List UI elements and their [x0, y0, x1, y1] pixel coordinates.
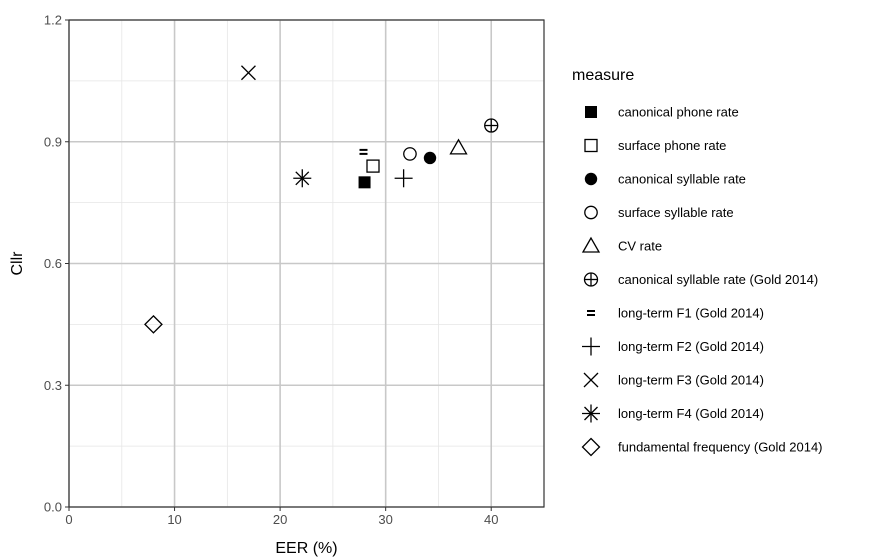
legend-item: canonical syllable rate (Gold 2014): [583, 272, 818, 287]
legend-item: long-term F1 (Gold 2014): [587, 306, 764, 321]
x-tick-label: 10: [167, 512, 181, 527]
legend-item: long-term F2 (Gold 2014): [582, 337, 764, 356]
legend-key-cross: [583, 372, 599, 388]
legend-item: CV rate: [581, 236, 662, 254]
data-point-equals: [359, 148, 368, 155]
data-point-open-circle: [403, 147, 417, 161]
legend-label: canonical syllable rate: [618, 172, 746, 187]
legend-item: surface phone rate: [584, 138, 726, 153]
legend-key-open-square: [584, 138, 598, 153]
legend-key-open-triangle: [581, 236, 601, 253]
data-point-filled-circle: [423, 151, 437, 165]
x-tick-label: 30: [378, 512, 392, 527]
legend-label: surface syllable rate: [618, 205, 734, 220]
data-point-open-square: [366, 159, 380, 173]
legend-label: long-term F4 (Gold 2014): [618, 406, 764, 421]
axis-ticks: 0 10 20 30 40 0.0 0.3 0.6 0.9 1.2: [44, 13, 499, 528]
legend-title: measure: [572, 67, 634, 84]
x-axis-title: EER (%): [275, 540, 337, 557]
legend: measure canonical phone rate surface phon…: [572, 67, 823, 457]
legend-label: long-term F1 (Gold 2014): [618, 306, 764, 321]
data-point-open-diamond: [144, 314, 163, 334]
legend-item: canonical syllable rate: [584, 172, 746, 187]
legend-label: long-term F3 (Gold 2014): [618, 373, 764, 388]
data-point-filled-square: [358, 176, 371, 189]
legend-item: canonical phone rate: [585, 105, 739, 120]
legend-key-circle-plus: [583, 272, 599, 287]
data-point-asterisk: [293, 169, 312, 188]
legend-key-open-circle: [584, 205, 598, 220]
legend-key-plus: [582, 337, 600, 356]
legend-item: long-term F3 (Gold 2014): [583, 372, 764, 388]
data-point-plus: [394, 169, 413, 188]
x-tick-label: 0: [65, 512, 72, 527]
y-tick-label: 0.0: [44, 500, 62, 515]
legend-item: fundamental frequency (Gold 2014): [581, 437, 823, 457]
y-tick-label: 0.6: [44, 256, 62, 271]
data-points: [144, 65, 499, 334]
grid-major-lines: [68, 19, 544, 508]
y-tick-label: 1.2: [44, 13, 62, 28]
legend-key-asterisk: [582, 404, 600, 423]
data-point-circle-plus: [484, 118, 499, 133]
x-tick-label: 20: [273, 512, 287, 527]
legend-label: surface phone rate: [618, 138, 726, 153]
legend-label: canonical phone rate: [618, 105, 739, 120]
legend-key-equals: [587, 310, 595, 316]
data-point-open-triangle: [449, 138, 468, 155]
y-tick-label: 0.3: [44, 378, 62, 393]
legend-key-open-diamond: [581, 437, 601, 457]
y-axis-title: Cllr: [9, 251, 26, 276]
legend-item: long-term F4 (Gold 2014): [582, 404, 764, 423]
x-tick-label: 40: [484, 512, 498, 527]
data-point-cross: [240, 65, 256, 81]
legend-key-filled-square: [585, 106, 597, 118]
legend-label: canonical syllable rate (Gold 2014): [618, 272, 818, 287]
legend-label: CV rate: [618, 239, 662, 254]
legend-label: fundamental frequency (Gold 2014): [618, 440, 823, 455]
legend-key-filled-circle: [584, 172, 598, 186]
y-tick-label: 0.9: [44, 134, 62, 149]
legend-label: long-term F2 (Gold 2014): [618, 339, 764, 354]
legend-item: surface syllable rate: [584, 205, 734, 220]
